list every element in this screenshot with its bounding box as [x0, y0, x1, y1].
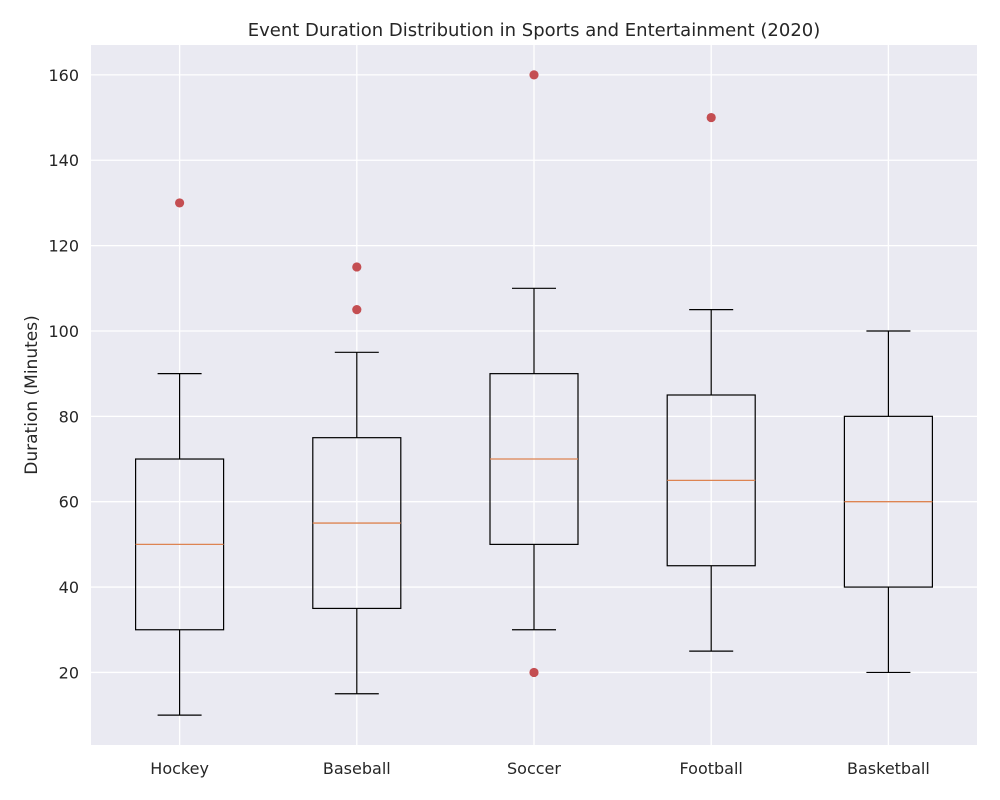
y-tick-label: 40 — [59, 578, 79, 597]
y-tick-label: 20 — [59, 663, 79, 682]
outlier-point — [706, 112, 716, 123]
box-hockey — [135, 198, 225, 716]
x-tick-label: Soccer — [507, 759, 561, 778]
y-tick-label: 100 — [48, 322, 79, 341]
x-tick-label: Football — [680, 759, 743, 778]
chart-title: Event Duration Distribution in Sports an… — [248, 20, 821, 41]
y-tick-label: 160 — [48, 66, 79, 85]
y-tick-label: 60 — [59, 493, 79, 512]
box-football — [666, 112, 756, 652]
outlier-point — [175, 198, 185, 208]
y-tick-label: 140 — [48, 151, 79, 170]
box-basketball — [843, 330, 934, 674]
x-tick-label: Basketball — [847, 759, 930, 778]
y-tick-label: 120 — [48, 237, 79, 256]
outlier-point — [352, 305, 362, 315]
outlier-point — [352, 262, 362, 272]
outlier-point — [529, 667, 539, 678]
box-soccer — [489, 70, 579, 678]
y-tick-label: 80 — [59, 407, 79, 426]
x-tick-label: Baseball — [323, 759, 391, 778]
x-tick-label: Hockey — [150, 759, 209, 778]
outlier-point — [529, 70, 539, 80]
y-axis-label: Duration (Minutes) — [22, 315, 42, 474]
boxes-group — [135, 70, 934, 716]
tick-labels-group: 20 40 60 80 100 120 140 160 Hockey Baseball Soccer… — [48, 66, 929, 778]
box-baseball — [312, 262, 402, 695]
